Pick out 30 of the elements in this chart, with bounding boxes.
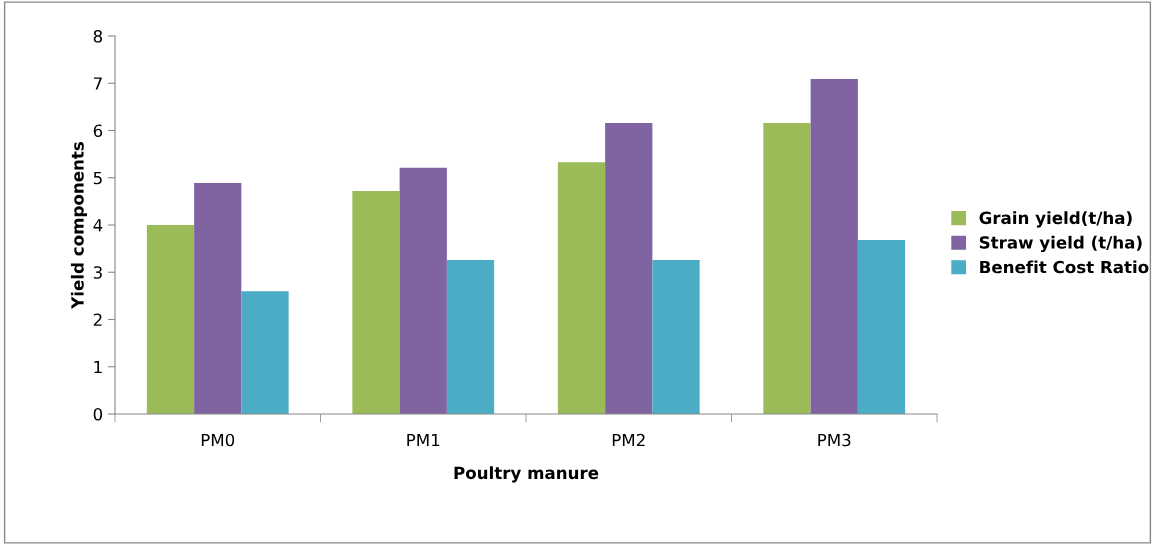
bar [241,291,289,414]
bar [605,122,653,414]
legend-label: Benefit Cost Ratio [980,260,1149,274]
x-tick-label: PM1 [407,433,440,447]
bar [810,79,858,414]
x-axis-title: Poultry manure [454,466,599,483]
y-tick-label: 6 [93,124,103,138]
y-tick-label: 0 [93,407,103,421]
legend-label: Grain yield(t/ha) [979,211,1132,228]
bar [557,162,606,414]
bar [857,240,906,414]
bar [652,259,700,414]
y-tick-label: 1 [94,360,102,374]
bar [194,182,242,414]
y-tick-label: 5 [93,171,102,185]
x-tick-label: PM0 [201,433,235,447]
bar [446,259,495,414]
legend-label: Straw yield (t/ha) [979,235,1142,253]
y-tick-label: 8 [93,29,103,43]
y-tick-label: 2 [93,313,102,326]
bar [399,167,447,414]
x-tick-label: PM3 [818,433,851,447]
x-tick-label: PM2 [612,433,645,447]
bar [763,122,811,414]
bar [146,225,195,414]
y-axis-title: Yield components [70,142,88,309]
y-tick-label: 4 [93,219,103,232]
y-tick-label: 3 [93,266,102,279]
bar [352,190,400,414]
y-tick-label: 7 [93,77,102,90]
